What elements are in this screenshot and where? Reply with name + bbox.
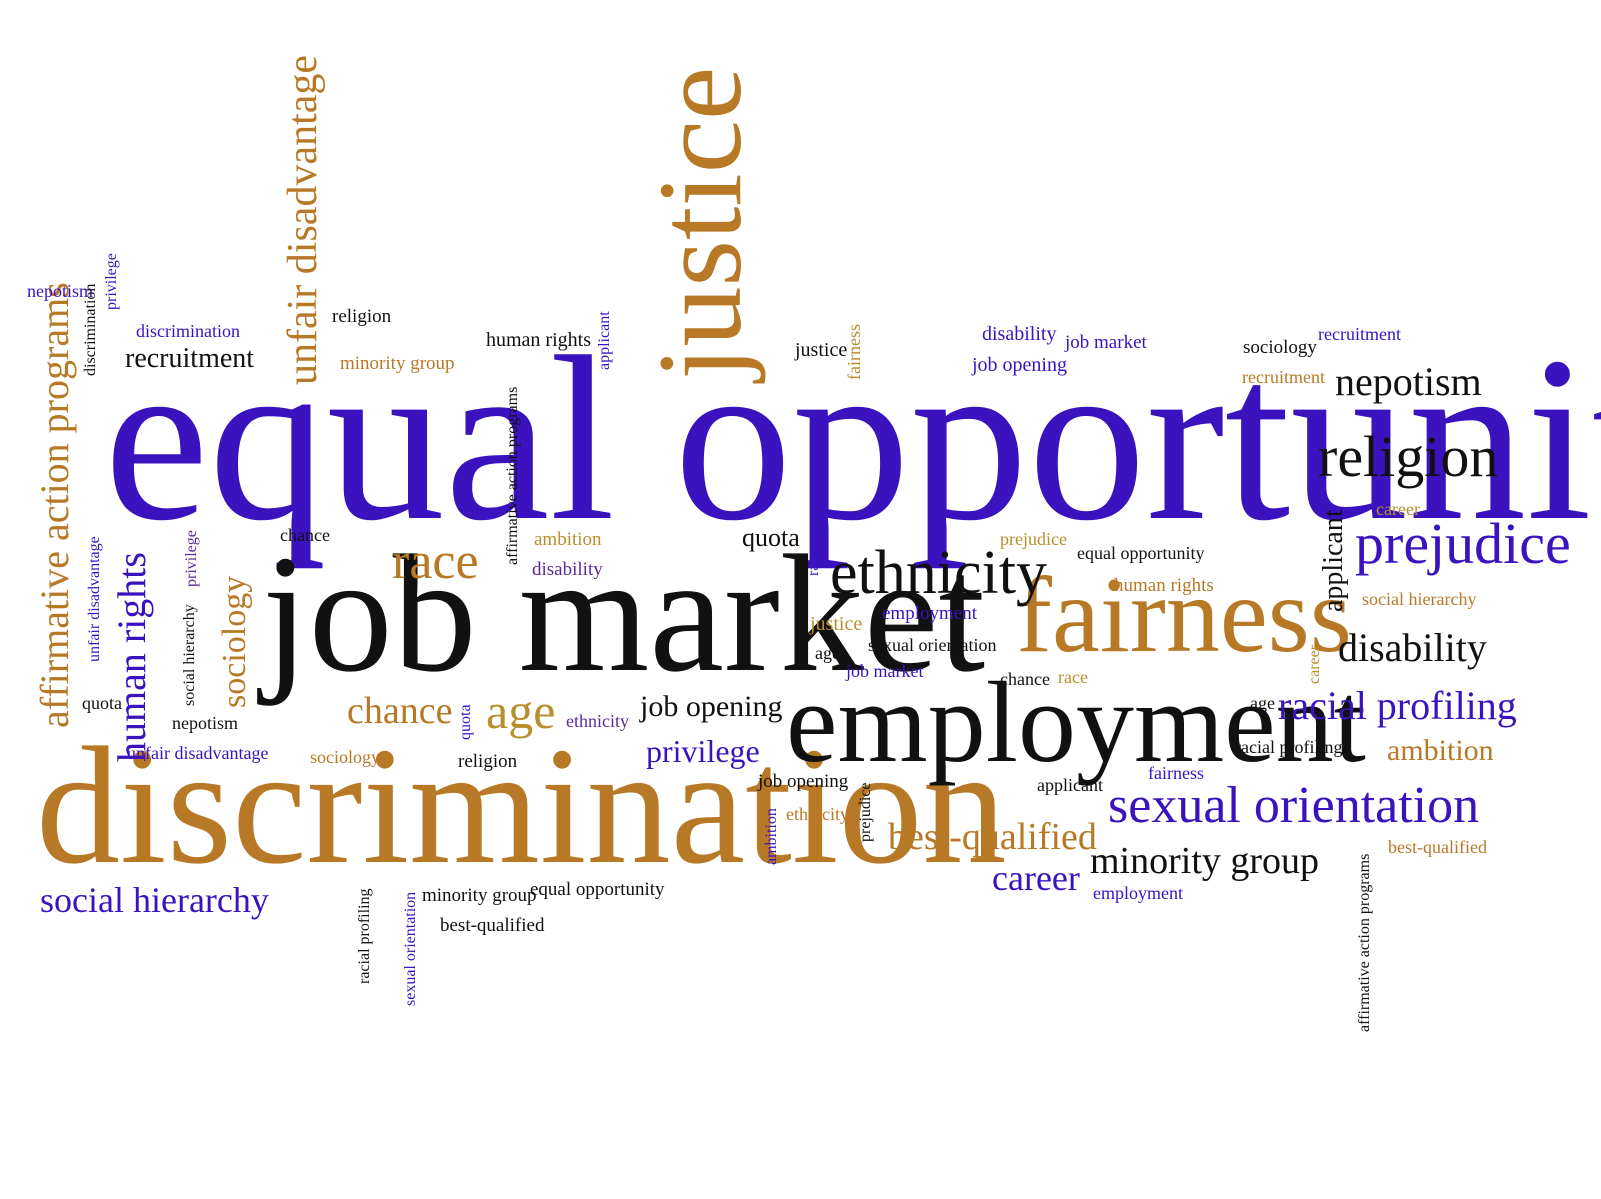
word-racial-profiling-small: racial profiling (1235, 737, 1343, 757)
word-affirmative-action-vertical-small: affirmative action programs (504, 386, 521, 565)
word-racial-profiling: racial profiling (1278, 683, 1517, 728)
word-recruitment-small: recruitment (1318, 324, 1401, 344)
word-disability: disability (1338, 625, 1487, 670)
word-minority-group-tiny: minority group (422, 885, 537, 906)
word-affirmative-action-vertical: affirmative action programs (32, 282, 77, 728)
word-chance-tiny: chance (1000, 669, 1050, 689)
word-job-opening: job opening (640, 690, 783, 723)
word-minority-group-small: minority group (340, 353, 455, 374)
word-age-small: age (815, 643, 840, 663)
word-career-small: career (1376, 499, 1420, 519)
word-nepotism-tiny: nepotism (172, 713, 238, 733)
word-recruitment: recruitment (125, 343, 255, 374)
word-best-qualified: best-qualified (888, 816, 1097, 858)
word-prejudice-small: prejudice (1000, 529, 1067, 549)
word-human-rights-vertical: human rights (109, 552, 154, 762)
word-sexual-orientation: sexual orientation (1108, 777, 1480, 834)
word-sexual-orientation-small: sexual orientation (868, 635, 997, 655)
word-prejudice-vertical: prejudice (857, 782, 874, 842)
word-human-rights: human rights (486, 329, 591, 351)
word-race: race (392, 533, 479, 590)
word-sociology-vertical: sociology (216, 575, 253, 708)
word-quota-vertical: quota (457, 704, 474, 740)
word-privilege-vertical-purple: privilege (183, 530, 200, 587)
word-career-vertical: career (1306, 644, 1323, 684)
word-best-qualified-tiny: best-qualified (440, 915, 545, 936)
word-sociology-orange: sociology (310, 747, 380, 767)
word-quota: quota (742, 523, 800, 552)
word-quota-small: quota (82, 693, 122, 713)
word-job-opening-small: job opening (972, 354, 1067, 376)
word-discrimination: discrimination (36, 713, 1007, 899)
word-religion-top: religion (332, 306, 392, 327)
word-prejudice: prejudice (1355, 511, 1571, 576)
word-employment-small: employment (882, 603, 977, 624)
word-age: age (486, 683, 556, 739)
word-human-rights-small: human rights (1114, 575, 1214, 596)
word-justice-small: justice (795, 339, 848, 361)
word-applicant-vertical: applicant (1318, 509, 1349, 612)
word-equal-opportunity-tiny: equal opportunity (530, 879, 665, 900)
word-nepotism: nepotism (1335, 359, 1482, 404)
word-fairness-vertical: fairness (844, 324, 864, 380)
word-ethnicity-small: ethnicity (566, 711, 629, 731)
word-employment: employment (786, 659, 1366, 787)
word-ambition-small: ambition (534, 529, 602, 550)
word-sexual-orientation-vertical: sexual orientation (402, 891, 419, 1006)
word-job-market-small: job market (1065, 332, 1147, 353)
word-job-market: job market (262, 521, 986, 707)
word-ambition: ambition (1387, 734, 1494, 767)
word-racial-profiling-vertical: racial profiling (356, 888, 373, 984)
word-social-hierarchy-vertical: social hierarchy (181, 604, 198, 706)
word-unfair-disadvantage-vertical-small: unfair disadvantage (86, 536, 103, 662)
word-privilege-vertical: privilege (103, 253, 120, 310)
word-job-market-tiny: job market (846, 661, 924, 681)
word-religion-small: religion (458, 751, 518, 772)
word-fairness: fairness (1016, 556, 1352, 675)
word-career: career (992, 858, 1080, 898)
word-applicant-vertical-small: applicant (596, 311, 613, 370)
word-best-qualified-small: best-qualified (1388, 837, 1487, 857)
word-equal-opportunity-small: equal opportunity (1077, 543, 1205, 563)
word-sociology-small: sociology (1243, 337, 1317, 358)
word-ethnicity-orange: ethnicity (786, 804, 849, 824)
word-privilege: privilege (646, 733, 760, 769)
word-race-vertical: race (805, 549, 822, 576)
word-discrimination-vertical: discrimination (82, 283, 99, 376)
word-ethnicity: ethnicity (830, 539, 1047, 607)
word-affirmative-action-vertical-right: affirmative action programs (1356, 853, 1373, 1032)
word-social-hierarchy-small: social hierarchy (1362, 589, 1477, 609)
word-chance: chance (347, 690, 453, 732)
word-applicant-small: applicant (1037, 775, 1103, 795)
word-disability-purple: disability (532, 559, 603, 580)
word-equal-opportunity: equal opportunity (104, 309, 1601, 570)
word-religion: religion (1318, 424, 1499, 489)
word-unfair-disadvantage-vertical: unfair disadvantage (280, 54, 326, 385)
word-employment-tiny: employment (1093, 883, 1183, 903)
word-fairness-small: fairness (1148, 763, 1204, 783)
word-race-small: race (1058, 667, 1088, 687)
word-age-tiny: age (1250, 693, 1275, 713)
word-social-hierarchy: social hierarchy (40, 880, 269, 920)
word-unfair-disadvantage-small: unfair disadvantage (127, 743, 269, 763)
word-minority-group: minority group (1090, 840, 1320, 882)
word-ambition-vertical: ambition (763, 808, 780, 865)
word-job-opening-tiny: job opening (758, 771, 849, 792)
word-justice-gold: justice (810, 613, 863, 635)
word-disability-small: disability (982, 323, 1057, 345)
word-discrimination-small: discrimination (136, 321, 240, 341)
word-nepotism-small: nepotism (27, 281, 93, 301)
word-justice-vertical: justice (633, 66, 766, 380)
word-recruitment-orange: recruitment (1242, 367, 1325, 387)
word-chance-small: chance (280, 525, 330, 545)
